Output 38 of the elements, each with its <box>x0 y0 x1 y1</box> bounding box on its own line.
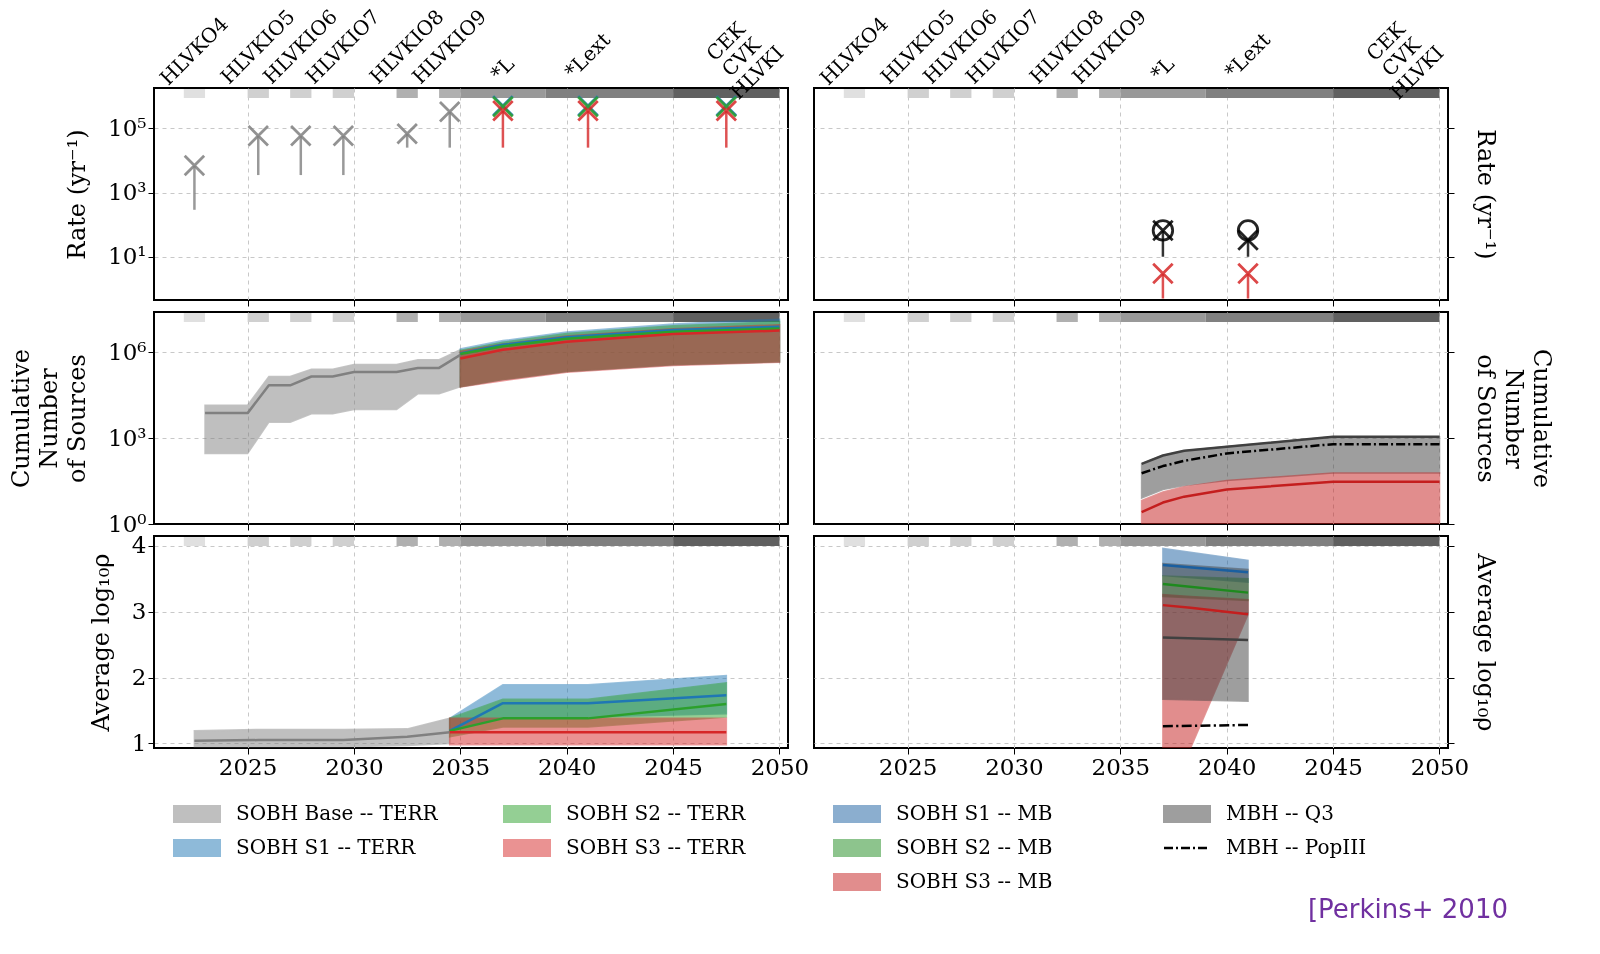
y-tick-label: 2 <box>131 664 147 691</box>
x-tick-label: 2050 <box>1410 753 1470 780</box>
text: [Perkins+ 2010 <box>1307 894 1508 924</box>
y-tick-label: 1 <box>131 729 147 756</box>
legend-label: SOBH S3 -- TERR <box>566 835 747 859</box>
x-tick-label: 2040 <box>1197 753 1257 780</box>
x-tick-label: 2045 <box>1304 753 1363 780</box>
y-axis-title: Rate (yr⁻¹) <box>63 129 92 260</box>
y-tick-label: 10⁶ <box>108 338 147 365</box>
text: *L <box>485 51 519 86</box>
y-tick-label: 10⁵ <box>108 114 147 141</box>
y-tick-label: 10³ <box>108 179 147 206</box>
x-tick-label: 2035 <box>431 753 491 780</box>
y-axis-title: Average log₁₀ρ <box>86 553 115 733</box>
y-axis-title: Cumulative Number of Sources <box>7 348 92 489</box>
x-tick-label: 2025 <box>218 753 278 780</box>
x-tick-label: 2050 <box>750 753 810 780</box>
x-tick-label: 2030 <box>985 753 1044 780</box>
legend-label: MBH -- Q3 <box>1226 801 1334 825</box>
legend-label: SOBH S2 -- TERR <box>566 801 747 825</box>
legend-label: SOBH S1 -- MB <box>896 801 1053 825</box>
legend-label: SOBH S2 -- MB <box>896 835 1053 859</box>
legend-label: MBH -- PopIII <box>1226 835 1367 859</box>
y-axis-title: Rate (yr⁻¹) <box>1472 129 1500 260</box>
legend-label: SOBH Base -- TERR <box>236 801 439 825</box>
legend-label: SOBH S1 -- TERR <box>236 835 417 859</box>
y-tick-label: 3 <box>131 598 147 625</box>
y-axis-title: Average log₁₀ρ <box>1472 552 1500 732</box>
x-tick-label: 2040 <box>537 753 597 780</box>
y-axis-title: Cumulative Number of Sources <box>1472 348 1556 489</box>
x-tick-label: 2045 <box>644 753 703 780</box>
y-tick-label: 10³ <box>108 424 147 451</box>
x-tick-label: 2035 <box>1091 753 1151 780</box>
text: *L <box>1145 51 1179 86</box>
x-tick-label: 2025 <box>878 753 938 780</box>
y-tick-label: 10¹ <box>108 243 147 270</box>
x-tick-label: 2030 <box>325 753 384 780</box>
legend-label: SOBH S3 -- MB <box>896 869 1053 893</box>
